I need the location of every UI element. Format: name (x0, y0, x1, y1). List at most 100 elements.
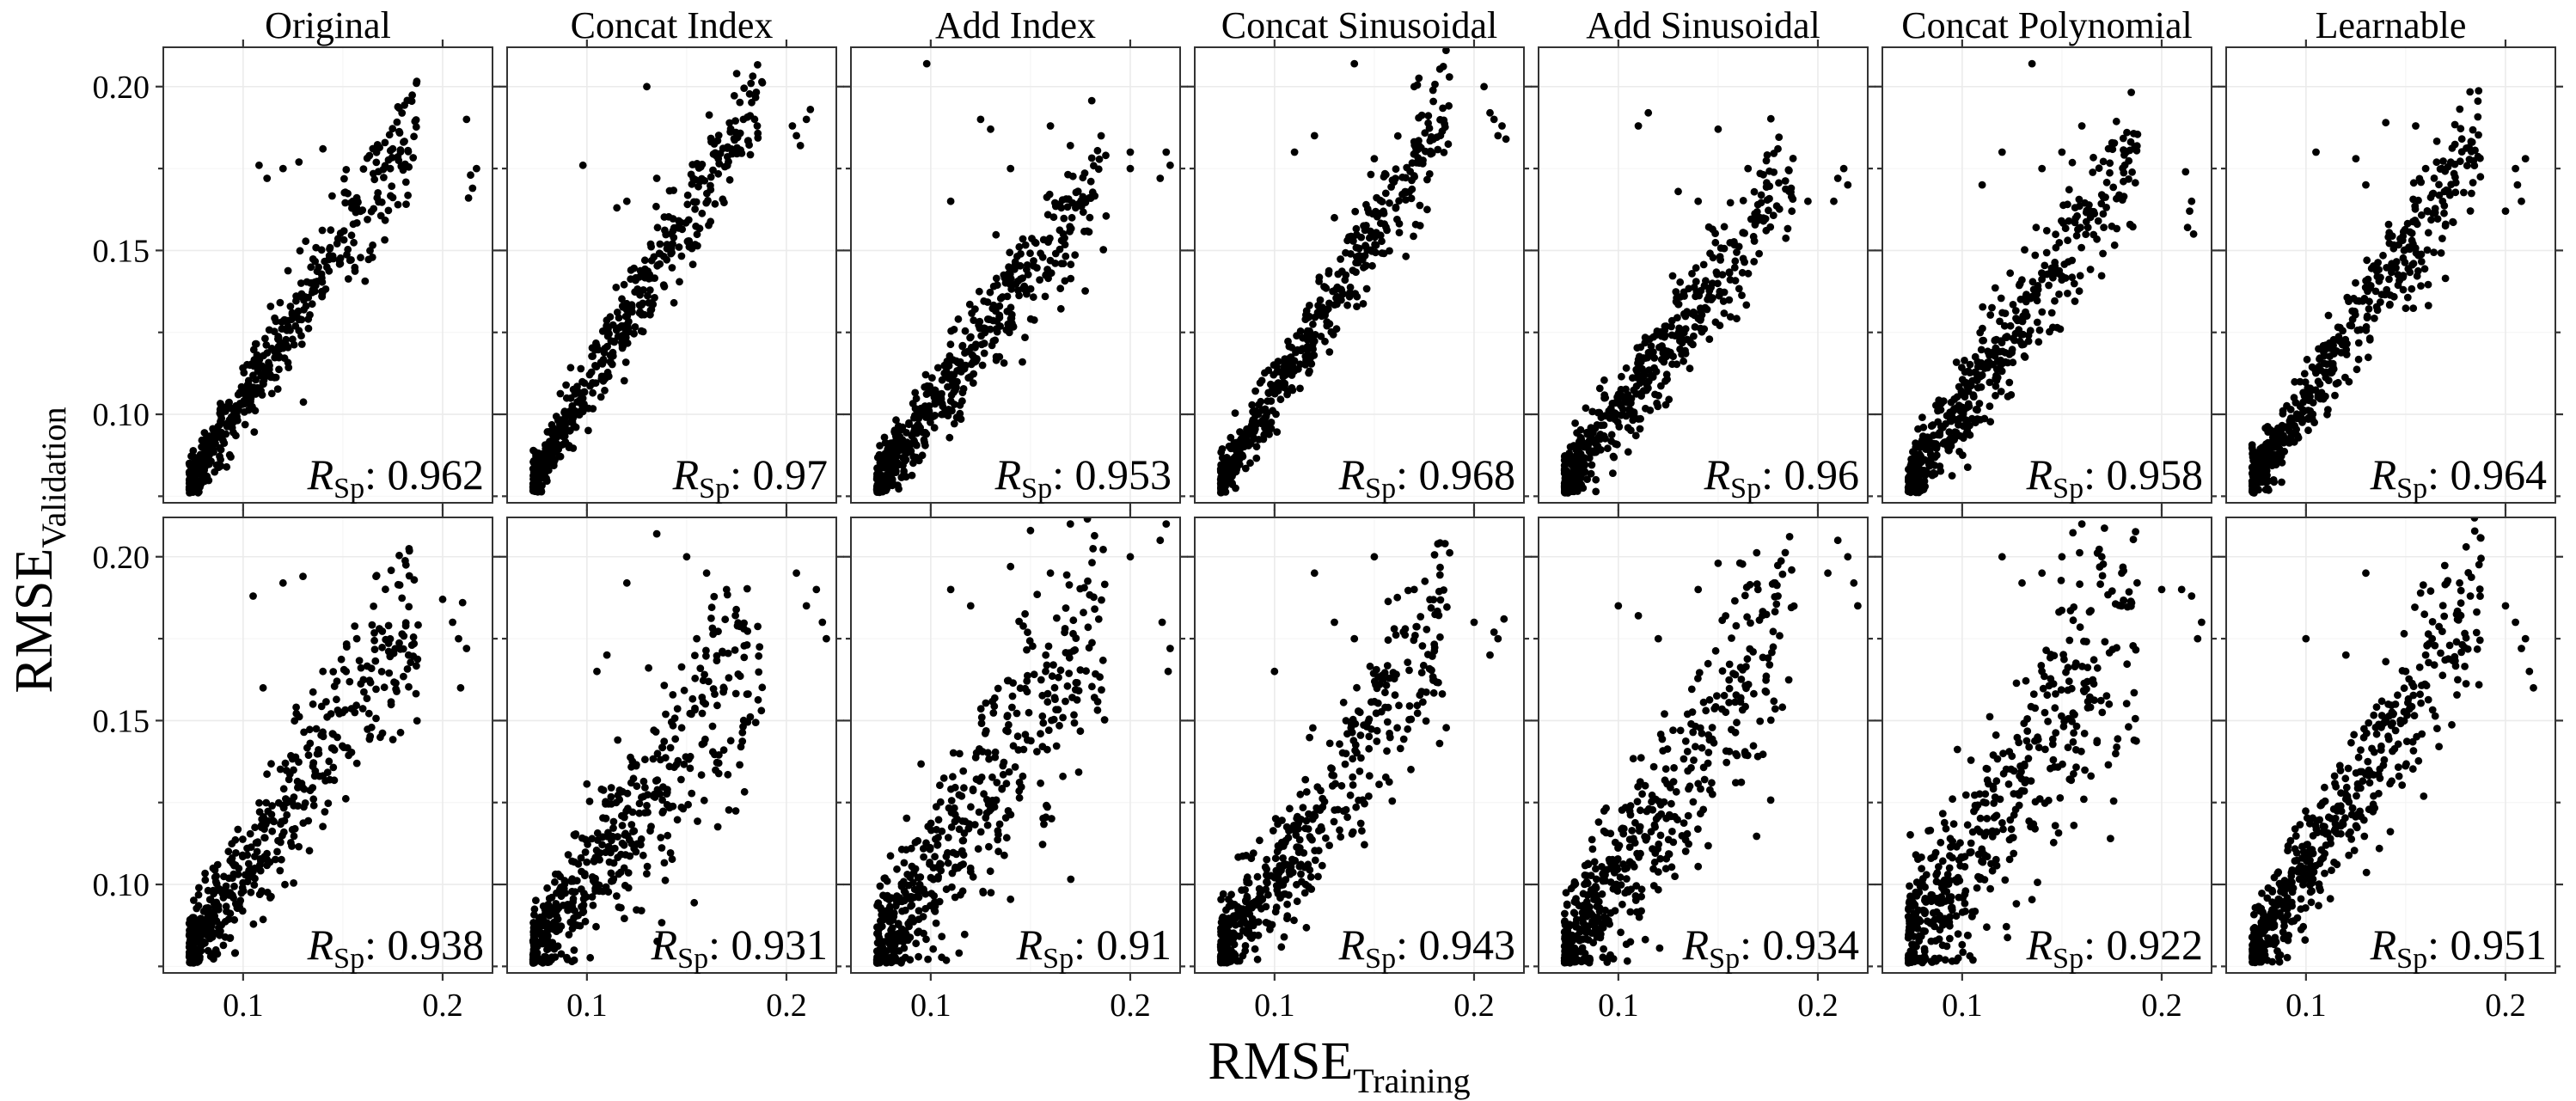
point (1352, 224, 1361, 233)
point (1593, 421, 1601, 429)
point (633, 782, 641, 791)
point (548, 893, 556, 902)
point (1726, 313, 1735, 321)
point (211, 873, 219, 881)
point (1368, 261, 1376, 270)
point (1415, 113, 1423, 122)
point (752, 89, 761, 96)
point (529, 939, 538, 947)
point (212, 879, 221, 888)
point (1672, 288, 1680, 296)
point (1000, 359, 1008, 367)
point (653, 749, 662, 758)
point (408, 91, 416, 100)
point (1103, 507, 1111, 515)
point (322, 698, 330, 706)
point (660, 737, 669, 745)
point (1033, 590, 1042, 598)
point (621, 312, 630, 321)
point (2110, 241, 2119, 249)
point (958, 388, 967, 397)
point (1354, 259, 1362, 266)
point (553, 433, 561, 441)
point (604, 325, 612, 333)
outlier-point (2038, 164, 2047, 173)
point (1565, 471, 1574, 479)
point (1276, 395, 1285, 404)
outlier-point (622, 197, 631, 205)
point (2046, 327, 2053, 336)
point (231, 835, 240, 844)
point (2035, 326, 2044, 334)
point (714, 169, 723, 178)
point (1288, 371, 1296, 379)
point (975, 321, 982, 329)
point (2076, 202, 2083, 211)
point (1582, 404, 1590, 413)
point (663, 800, 671, 809)
point (328, 192, 336, 200)
point (369, 169, 377, 178)
point (1600, 421, 1608, 429)
point (680, 760, 688, 768)
point (2045, 281, 2053, 290)
point (2447, 180, 2456, 189)
point (1636, 425, 1644, 433)
point (321, 808, 329, 816)
point (878, 487, 887, 496)
point (1006, 248, 1014, 257)
point (1393, 215, 1401, 223)
outlier-point (622, 578, 631, 587)
point (636, 266, 645, 275)
point (618, 302, 627, 310)
point (539, 931, 547, 939)
point (1959, 451, 1967, 459)
point (341, 794, 350, 803)
point (342, 166, 351, 174)
point (594, 836, 602, 844)
spearman-subscript: Sp (1365, 473, 1396, 505)
point (2000, 321, 2009, 330)
point (1055, 226, 1064, 235)
point (1246, 439, 1255, 448)
outlier-point (1694, 197, 1703, 205)
point (1699, 260, 1708, 269)
point (258, 391, 266, 399)
point (1635, 360, 1643, 369)
point (1257, 419, 1266, 428)
point (225, 398, 233, 407)
point (1099, 246, 1108, 254)
point (2277, 452, 2285, 460)
point (1908, 465, 1917, 473)
point (537, 487, 546, 496)
outlier-point (1833, 174, 1842, 182)
point (282, 767, 291, 774)
point (2058, 276, 2066, 284)
spearman-value: : 0.97 (730, 450, 828, 499)
facet-title-0: Original (265, 4, 391, 46)
point (1612, 410, 1621, 419)
point (278, 855, 285, 864)
point (670, 187, 677, 194)
point (268, 802, 276, 810)
point (333, 677, 341, 685)
point (653, 223, 662, 232)
outlier-point (806, 106, 815, 113)
point (711, 199, 719, 208)
point (1086, 193, 1093, 202)
point (256, 866, 265, 875)
point (1973, 406, 1981, 414)
point (2082, 230, 2090, 238)
point (1718, 271, 1727, 278)
point (2095, 164, 2103, 173)
point (1354, 244, 1361, 252)
point (627, 821, 636, 829)
point (2061, 224, 2070, 233)
point (1083, 517, 1092, 523)
point (676, 278, 683, 286)
point (1654, 402, 1662, 411)
point (589, 902, 597, 909)
point (618, 822, 627, 829)
point (2451, 188, 2460, 197)
point (381, 235, 389, 244)
